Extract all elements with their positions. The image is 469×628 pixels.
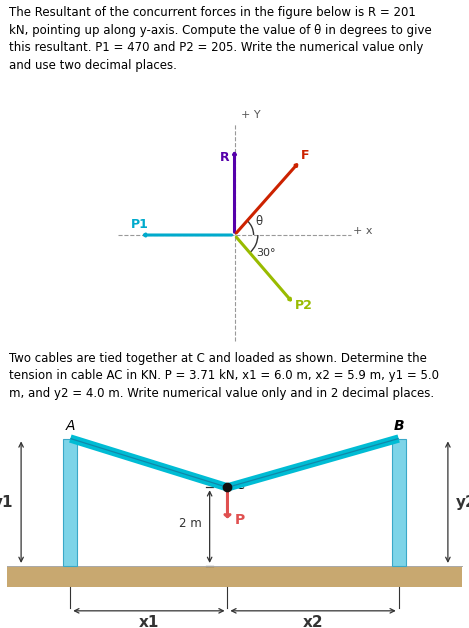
Text: C: C	[235, 479, 244, 492]
Text: Two cables are tied together at C and loaded as shown. Determine the
tension in : Two cables are tied together at C and lo…	[9, 352, 439, 399]
Text: y2: y2	[456, 495, 469, 510]
Text: The Resultant of the concurrent forces in the figure below is R = 201
kN, pointi: The Resultant of the concurrent forces i…	[9, 6, 432, 72]
Text: P2: P2	[295, 300, 313, 312]
Text: R: R	[219, 151, 229, 164]
Bar	[392, 438, 406, 566]
Text: P: P	[234, 512, 245, 526]
Text: F: F	[301, 149, 310, 161]
Bar	[63, 438, 77, 566]
Text: 2 m: 2 m	[179, 517, 201, 530]
Text: y1: y1	[0, 495, 14, 510]
Text: θ: θ	[256, 215, 263, 229]
Text: B: B	[393, 420, 404, 433]
Text: P1: P1	[130, 217, 148, 230]
Text: + Y: + Y	[241, 111, 260, 121]
Text: x2: x2	[303, 615, 323, 628]
Text: + x: + x	[353, 226, 373, 236]
Text: 30°: 30°	[256, 248, 275, 258]
Text: x1: x1	[139, 615, 159, 628]
Text: A: A	[66, 420, 75, 433]
Bar	[7, 566, 462, 587]
